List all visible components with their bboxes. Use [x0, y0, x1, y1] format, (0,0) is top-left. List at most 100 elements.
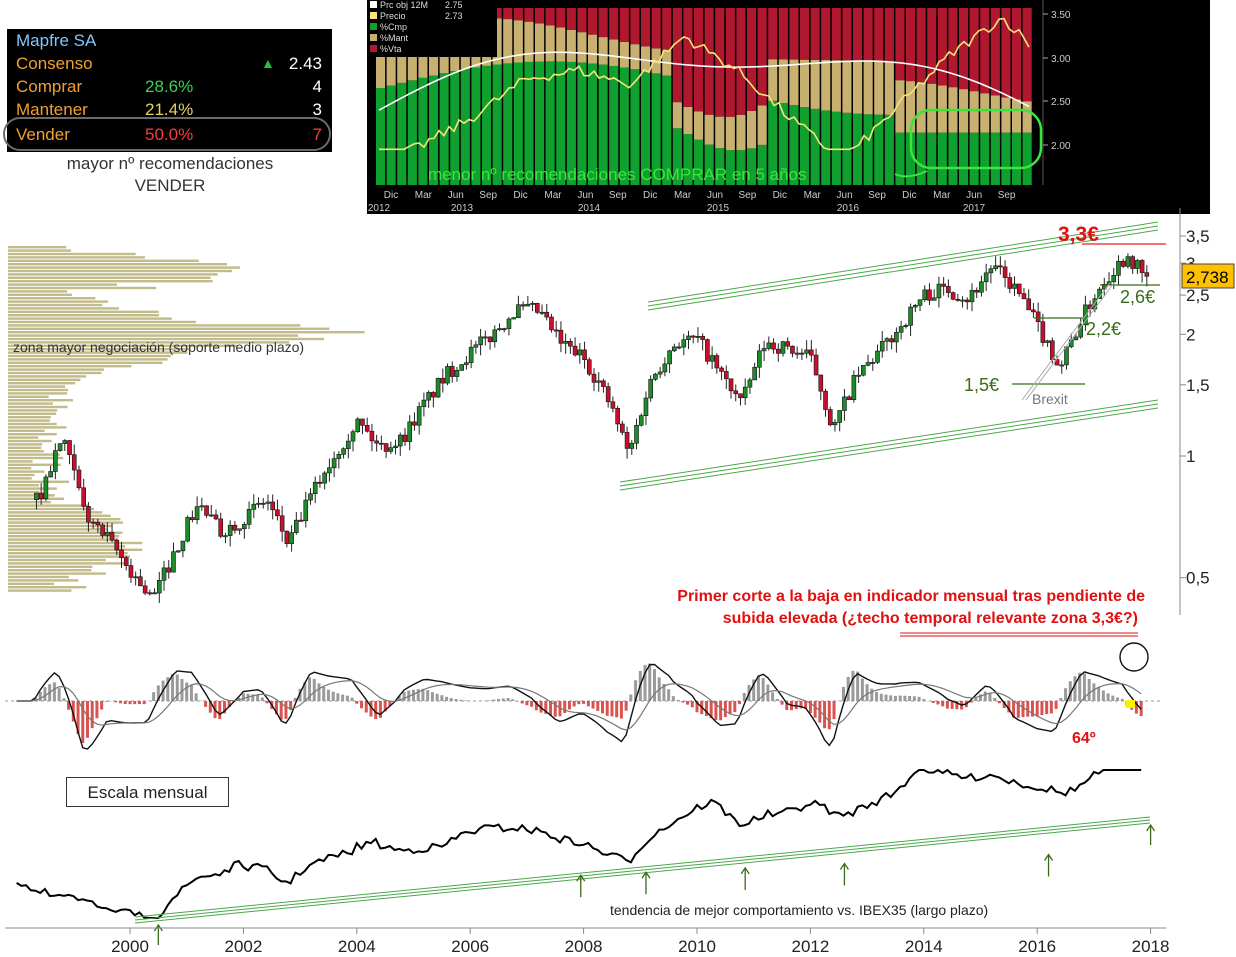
- macd-histogram-bar: [289, 701, 293, 711]
- volume-profile-bar: [8, 341, 290, 344]
- relative-strength-trendline: [134, 816, 1151, 924]
- buy-share-bar: [662, 75, 672, 186]
- price-candles: [34, 253, 1150, 603]
- buy-share-bar: [715, 148, 725, 186]
- macd-histogram-bar: [506, 698, 510, 701]
- candle-body: [686, 335, 691, 340]
- analyst-month-label: Dic: [643, 190, 657, 201]
- candle-body: [100, 524, 105, 536]
- candle-body: [1007, 277, 1013, 289]
- volume-profile-bar: [8, 365, 132, 368]
- candle-body: [988, 268, 994, 274]
- candle-body: [549, 316, 554, 331]
- candle-body: [790, 345, 795, 354]
- macd-histogram-bar: [459, 699, 463, 701]
- candle-body: [733, 390, 739, 395]
- buy-count: 4: [312, 77, 322, 96]
- macd-histogram-bar: [114, 701, 118, 703]
- hold-share-bar: [906, 81, 916, 133]
- macd-histogram-bar: [893, 695, 897, 701]
- sell-share-bar: [492, 8, 502, 19]
- volume-profile-bar: [8, 259, 199, 262]
- candle-body: [799, 352, 805, 355]
- volume-profile-bar: [8, 460, 33, 463]
- macd-histogram-bar: [1045, 701, 1049, 715]
- candle-body: [1073, 336, 1079, 341]
- hold-share-bar: [725, 116, 735, 151]
- buy-share-bar: [747, 148, 757, 186]
- macd-indicator: 64º: [5, 642, 1160, 750]
- candle-body: [435, 377, 441, 398]
- volume-profile-bar: [8, 538, 118, 541]
- volume-profile-bar: [8, 314, 159, 317]
- support-arrow-head: [576, 873, 586, 882]
- macd-histogram-bar: [208, 701, 212, 713]
- buy-share-bar: [778, 103, 788, 186]
- macd-histogram-bar: [430, 692, 434, 701]
- macd-histogram-bar: [293, 697, 297, 701]
- macd-histogram-bar: [1082, 673, 1086, 701]
- volume-profile-bar: [8, 368, 104, 371]
- macd-histogram-bar: [435, 693, 439, 701]
- macd-histogram-bar: [1059, 698, 1063, 701]
- lower-channel-line: [619, 403, 1159, 487]
- candle-body: [771, 342, 776, 350]
- analyst-annotation: menor nº recomendaciones COMPRAR en 5 añ…: [428, 165, 807, 184]
- sell-share-bar: [969, 8, 979, 92]
- candle-body: [114, 539, 120, 551]
- macd-histogram-bar: [378, 701, 382, 718]
- hold-share-bar: [863, 60, 873, 115]
- legend-sell-label: %Vta: [380, 44, 402, 54]
- macd-histogram-bar: [492, 699, 496, 701]
- candle-body: [1035, 311, 1041, 322]
- hold-share-bar: [524, 21, 534, 62]
- candle-body: [213, 514, 219, 520]
- candle-body: [62, 440, 68, 444]
- buy-share-bar: [980, 132, 990, 186]
- macd-histogram-bar: [487, 700, 491, 701]
- volume-profile-bar: [8, 439, 52, 443]
- macd-histogram-bar: [1049, 701, 1053, 714]
- time-axis-label: 2012: [791, 937, 829, 956]
- hold-share-bar: [1001, 97, 1011, 133]
- lower-channel-line: [619, 399, 1159, 483]
- sell-share-bar: [757, 8, 767, 106]
- candle-body: [889, 338, 894, 343]
- trend-channels: [619, 221, 1159, 491]
- macd-histogram-bar: [808, 701, 812, 714]
- sell-share-bar: [736, 8, 746, 115]
- candle-body: [700, 336, 705, 340]
- volume-profile-bar: [8, 446, 42, 449]
- macd-histogram-bar: [90, 701, 94, 729]
- volume-profile-bar: [8, 337, 324, 341]
- macd-histogram-bar: [336, 693, 340, 701]
- consensus-note: mayor nº recomendaciones VENDER: [20, 153, 320, 197]
- sell-share-bar: [577, 8, 587, 33]
- lower-channel-line: [619, 407, 1159, 491]
- macd-histogram-bar: [563, 701, 567, 713]
- macd-histogram-bar: [912, 696, 916, 701]
- candle-body: [837, 410, 842, 423]
- buy-share-bar: [1001, 132, 1011, 186]
- candle-body: [723, 371, 729, 380]
- analyst-month-label: Sep: [479, 190, 497, 201]
- macd-histogram-bar: [1134, 701, 1138, 714]
- macd-histogram-bar: [152, 692, 156, 701]
- macd-histogram-bar: [558, 701, 562, 717]
- volume-profile-bar: [8, 552, 128, 555]
- macd-histogram-bar: [317, 683, 321, 701]
- macd-histogram-bar: [945, 701, 949, 709]
- macd-histogram-bar: [643, 665, 647, 701]
- macd-histogram-bar: [241, 693, 245, 701]
- relative-strength-line: [16, 768, 1142, 919]
- buy-share-bar: [916, 132, 926, 186]
- volume-profile-bar: [8, 402, 53, 405]
- buy-share-bar: [704, 144, 714, 186]
- volume-profile-bar: [8, 562, 125, 565]
- candle-body: [128, 565, 134, 578]
- analyst-month-label: Jun: [837, 190, 853, 201]
- relative-trend-line: [134, 816, 1151, 918]
- candle-body: [827, 409, 833, 426]
- hold-share-bar: [916, 82, 926, 133]
